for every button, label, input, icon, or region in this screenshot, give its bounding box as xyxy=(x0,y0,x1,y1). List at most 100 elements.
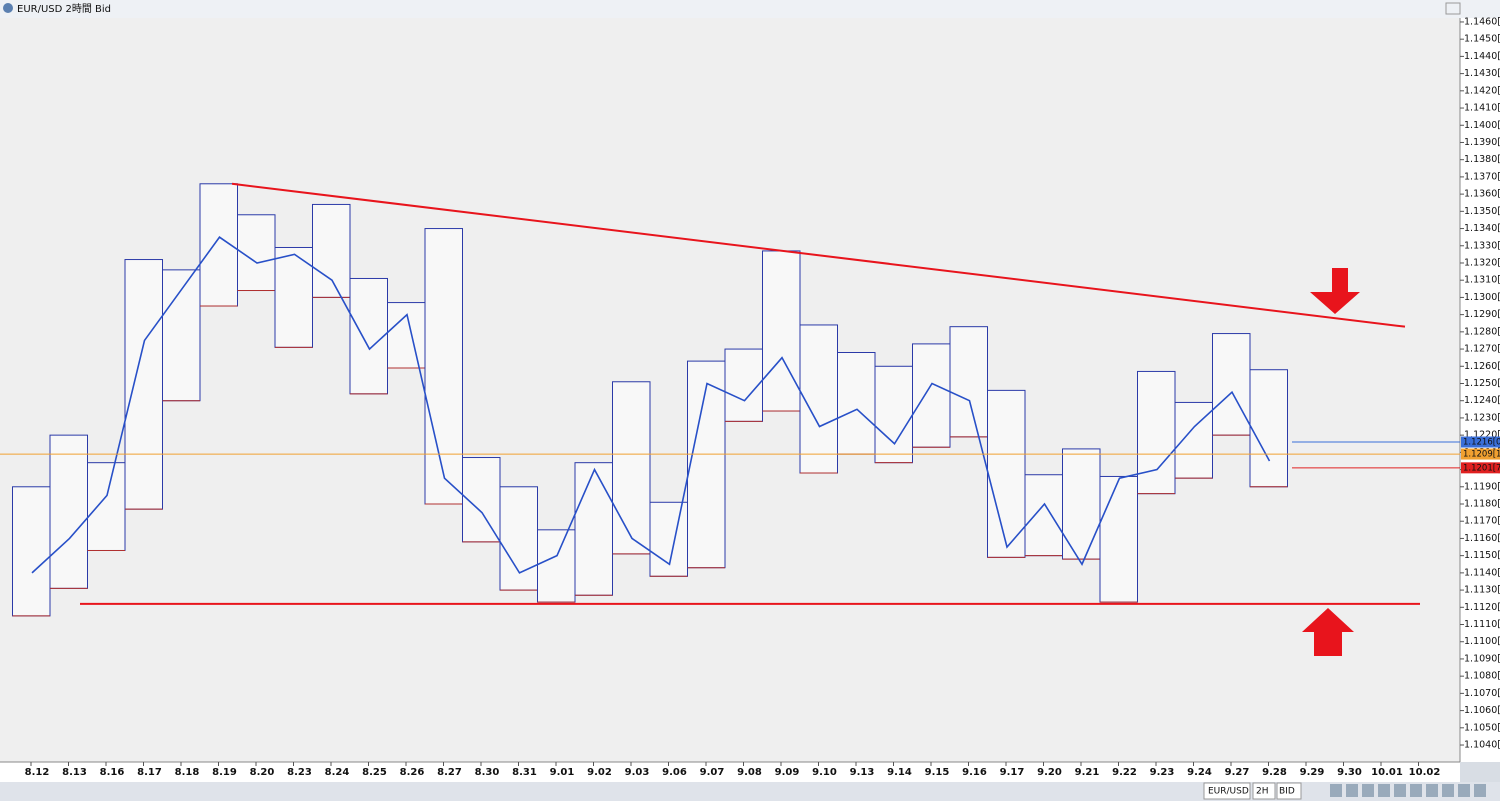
price-type[interactable]: BID xyxy=(1279,787,1295,797)
range-box xyxy=(424,228,463,505)
toolbar-icons xyxy=(1330,784,1486,797)
x-tick-label: 8.26 xyxy=(400,767,425,778)
y-tick-label: 1.1450[0] xyxy=(1464,34,1500,45)
range-box xyxy=(537,529,576,603)
tool-icon[interactable] xyxy=(1362,784,1374,797)
y-tick-label: 1.1360[0] xyxy=(1464,189,1500,200)
up-arrow xyxy=(1302,608,1354,656)
timeframe[interactable]: 2H xyxy=(1256,787,1269,797)
x-tick-label: 8.18 xyxy=(175,767,200,778)
x-tick-label: 8.19 xyxy=(212,767,237,778)
x-tick-label: 9.30 xyxy=(1337,767,1362,778)
tool-icon[interactable] xyxy=(1474,784,1486,797)
range-box xyxy=(1137,370,1176,495)
price-tag xyxy=(1461,436,1500,448)
tool-icon[interactable] xyxy=(1394,784,1406,797)
x-tick-label: 9.24 xyxy=(1187,767,1212,778)
minimize-button[interactable] xyxy=(1445,2,1461,15)
tool-icon[interactable] xyxy=(1410,784,1422,797)
app-icon xyxy=(3,3,13,13)
y-tick-label: 1.1410[0] xyxy=(1464,103,1500,114)
y-tick-label: 1.1390[0] xyxy=(1464,137,1500,148)
y-tick-label: 1.1170[0] xyxy=(1464,516,1500,527)
range-box xyxy=(1249,369,1288,488)
y-tick-label: 1.1110[0] xyxy=(1464,619,1500,630)
range-box xyxy=(649,501,688,577)
price-tag xyxy=(1461,462,1500,474)
tool-icon[interactable] xyxy=(1426,784,1438,797)
x-tick-label: 9.27 xyxy=(1225,767,1250,778)
price-type-select[interactable] xyxy=(1276,782,1302,800)
range-box xyxy=(499,486,538,591)
resistance-line xyxy=(231,182,1406,328)
x-tick-label: 9.21 xyxy=(1075,767,1100,778)
y-tick-label: 1.1300[0] xyxy=(1464,292,1500,303)
y-tick-label: 1.1340[0] xyxy=(1464,223,1500,234)
range-box xyxy=(574,462,613,596)
y-tick-label: 1.1100[0] xyxy=(1464,636,1500,647)
x-tick-label: 8.31 xyxy=(512,767,537,778)
range-box xyxy=(949,326,988,438)
range-box xyxy=(124,259,163,510)
x-tick-label: 9.16 xyxy=(962,767,987,778)
y-tick-label: 1.1370[0] xyxy=(1464,171,1500,182)
x-tick-label: 9.22 xyxy=(1112,767,1137,778)
range-box xyxy=(162,269,201,402)
y-tick-label: 1.1280[0] xyxy=(1464,326,1500,337)
x-tick-label: 8.16 xyxy=(100,767,125,778)
range-box xyxy=(387,302,426,369)
x-tick-label: 8.24 xyxy=(325,767,350,778)
window-title: EUR/USD 2時間 Bid xyxy=(17,3,111,15)
y-tick-label: 1.1400[0] xyxy=(1464,120,1500,131)
y-tick-label: 1.1240[0] xyxy=(1464,395,1500,406)
y-tick-label: 1.1060[0] xyxy=(1464,705,1500,716)
range-box xyxy=(1024,474,1063,557)
x-tick-label: 9.29 xyxy=(1300,767,1325,778)
timeframe-select[interactable] xyxy=(1252,782,1276,800)
x-tick-label: 8.17 xyxy=(137,767,162,778)
range-box xyxy=(87,462,126,551)
tool-icon[interactable] xyxy=(1458,784,1470,797)
y-tick-label: 1.1090[0] xyxy=(1464,653,1500,664)
y-tick-label: 1.1120[0] xyxy=(1464,602,1500,613)
tool-icon[interactable] xyxy=(1330,784,1342,797)
y-tick-label: 1.1130[0] xyxy=(1464,585,1500,596)
symbol[interactable]: EUR/USD xyxy=(1208,787,1249,797)
x-tick-label: 9.09 xyxy=(775,767,800,778)
y-tick-label: 1.1140[0] xyxy=(1464,567,1500,578)
y-tick-label: 1.1290[0] xyxy=(1464,309,1500,320)
x-tick-label: 10.01 xyxy=(1371,767,1403,778)
x-tick-label: 9.13 xyxy=(850,767,875,778)
range-box xyxy=(724,348,763,422)
range-box xyxy=(1212,333,1251,436)
y-tick-label: 1.1380[0] xyxy=(1464,154,1500,165)
date-axis xyxy=(0,762,1460,782)
x-tick-label: 8.30 xyxy=(475,767,500,778)
x-tick-label: 9.10 xyxy=(812,767,837,778)
range-box xyxy=(49,434,88,589)
y-tick-label: 1.1050[0] xyxy=(1464,722,1500,733)
x-tick-label: 9.17 xyxy=(1000,767,1025,778)
x-tick-label: 8.20 xyxy=(250,767,275,778)
price-axis xyxy=(1460,18,1500,762)
y-tick-label: 1.1320[0] xyxy=(1464,257,1500,268)
range-box xyxy=(687,360,726,569)
symbol-select[interactable] xyxy=(1203,782,1251,800)
tool-icon[interactable] xyxy=(1346,784,1358,797)
y-tick-label: 1.1080[0] xyxy=(1464,671,1500,682)
range-box xyxy=(874,365,913,464)
y-tick-label: 1.1350[0] xyxy=(1464,206,1500,217)
range-box xyxy=(1174,401,1213,479)
range-box xyxy=(837,352,876,455)
range-box xyxy=(312,203,351,298)
y-tick-label: 1.1220[0] xyxy=(1464,430,1500,441)
tool-icon[interactable] xyxy=(1442,784,1454,797)
x-tick-label: 9.20 xyxy=(1037,767,1062,778)
tool-icon[interactable] xyxy=(1378,784,1390,797)
y-tick-label: 1.1270[0] xyxy=(1464,344,1500,355)
price-label: 1.1209[1] xyxy=(1463,450,1500,460)
x-tick-label: 8.13 xyxy=(62,767,87,778)
y-tick-label: 1.1430[0] xyxy=(1464,68,1500,79)
